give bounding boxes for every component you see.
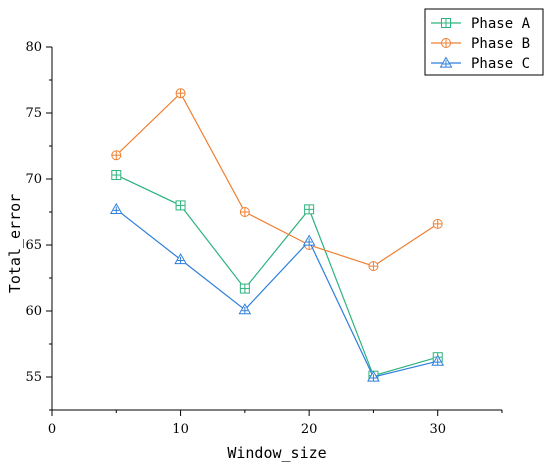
x-tick-label: 10 [172, 422, 189, 437]
legend-marker [441, 38, 451, 48]
legend-label: Phase C [471, 56, 530, 72]
series-line [115, 92, 439, 267]
data-point [368, 261, 379, 272]
y-tick-label: 80 [25, 40, 42, 55]
series-phase-b [111, 88, 443, 272]
data-point [175, 88, 186, 99]
legend-item: Phase C [431, 56, 530, 72]
legend-items: Phase A Phase B Phase C [431, 16, 531, 72]
legend-item: Phase A [431, 16, 531, 32]
x-tick-label: 0 [48, 422, 56, 437]
data-point [111, 170, 122, 181]
data-point [109, 202, 123, 214]
y-tick-label: 70 [25, 172, 42, 187]
data-point [431, 354, 445, 366]
series-line [115, 208, 438, 378]
x-ticks: 0 10 20 30 [48, 410, 503, 437]
data-point [111, 150, 122, 161]
legend-marker [439, 56, 453, 68]
data-point [239, 283, 250, 294]
y-axis-title: Total_error [6, 194, 24, 293]
legend-label: Phase A [471, 16, 531, 32]
y-ticks: 55 60 65 70 75 80 [25, 40, 52, 411]
x-tick-label: 30 [429, 422, 446, 437]
axes [51, 47, 502, 411]
y-tick-label: 55 [25, 370, 42, 385]
series-line [116, 174, 438, 377]
legend-marker [441, 18, 451, 28]
legend-label: Phase B [471, 36, 530, 52]
y-tick-label: 65 [25, 238, 42, 253]
data-point [175, 200, 186, 211]
data-point [304, 204, 315, 215]
data-point [367, 370, 380, 382]
x-tick-label: 20 [301, 422, 318, 437]
x-axis-title: Window_size [227, 444, 326, 462]
y-tick-label: 75 [25, 106, 42, 121]
series-phase-c [109, 202, 445, 382]
data-point [238, 303, 252, 315]
legend: Phase A Phase B Phase C [424, 8, 544, 76]
data-point [432, 218, 443, 229]
series-layer [109, 88, 445, 382]
data-point [174, 253, 187, 265]
data-point [302, 234, 316, 246]
data-point [239, 207, 250, 217]
legend-item: Phase B [431, 36, 530, 52]
y-tick-label: 60 [25, 304, 42, 319]
